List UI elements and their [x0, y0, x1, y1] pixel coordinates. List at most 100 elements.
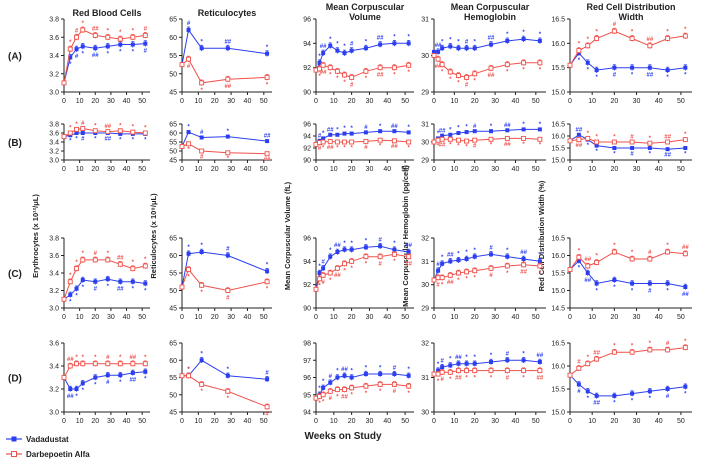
- significance-mark-vadadustat: *: [107, 284, 110, 290]
- significance-mark-vadadustat: *: [441, 255, 444, 261]
- significance-mark-darbepoetin-alfa: *: [539, 271, 542, 277]
- significance-mark-vadadustat: ##: [320, 44, 327, 50]
- point-darbepoetin-alfa: [179, 144, 185, 149]
- significance-mark-darbepoetin-alfa: ##: [576, 143, 583, 149]
- significance-mark-vadadustat: *: [379, 365, 382, 371]
- row-labels: (A) (B) (C) (D): [8, 52, 22, 385]
- significance-mark-vadadustat: *: [144, 288, 147, 294]
- point-darbepoetin-alfa: [363, 254, 369, 260]
- point-vadadustat: [456, 258, 461, 263]
- y-tick-label: 55: [169, 375, 177, 382]
- y-tick-label: 55: [169, 140, 177, 147]
- point-darbepoetin-alfa: [585, 361, 591, 367]
- significance-mark-darbepoetin-alfa: *: [379, 389, 382, 395]
- point-vadadustat: [683, 384, 688, 389]
- point-darbepoetin-alfa: [92, 361, 98, 367]
- point-darbepoetin-alfa: [611, 249, 617, 255]
- x-tick-label: 20: [211, 418, 219, 425]
- x-tick-label: 30: [633, 314, 641, 321]
- y-tick-label: 31: [421, 122, 429, 129]
- point-vadadustat: [440, 261, 445, 266]
- point-darbepoetin-alfa: [594, 139, 600, 145]
- point-vadadustat: [594, 68, 599, 73]
- x-tick-label: 40: [244, 166, 252, 173]
- x-tick-label: 40: [655, 166, 663, 173]
- point-vadadustat: [537, 359, 542, 364]
- point-vadadustat: [80, 278, 85, 282]
- significance-mark-vadadustat: ##: [341, 367, 348, 373]
- panel-b-red-blood-cells: 3.03.23.43.63.80 10 20 30 40 50* * # * ## * * *** # * #…: [49, 121, 150, 173]
- significance-mark-vadadustat: ##: [391, 124, 398, 130]
- significance-mark-vadadustat: *: [336, 42, 339, 48]
- point-vadadustat: [93, 279, 98, 284]
- significance-mark-vadadustat: #: [321, 260, 325, 266]
- significance-mark-vadadustat: *: [350, 126, 353, 132]
- point-darbepoetin-alfa: [342, 139, 347, 145]
- x-tick-label: 40: [655, 98, 663, 105]
- point-darbepoetin-alfa: [264, 151, 270, 157]
- point-darbepoetin-alfa: [80, 361, 86, 367]
- point-darbepoetin-alfa: [186, 56, 191, 62]
- significance-mark-darbepoetin-alfa: *: [474, 79, 477, 85]
- point-darbepoetin-alfa: [67, 279, 73, 285]
- x-tick-label: 20: [211, 314, 219, 321]
- significance-mark-darbepoetin-alfa: ##: [334, 273, 341, 279]
- point-darbepoetin-alfa: [504, 135, 510, 141]
- x-tick-label: 50: [138, 98, 146, 105]
- point-vadadustat: [630, 391, 635, 396]
- point-darbepoetin-alfa: [225, 388, 231, 394]
- x-tick-label: 10: [330, 418, 338, 425]
- point-vadadustat: [335, 375, 340, 380]
- point-vadadustat: [537, 127, 542, 132]
- significance-mark-darbepoetin-alfa: #: [329, 396, 333, 402]
- significance-mark-vadadustat: *: [82, 51, 85, 57]
- point-vadadustat: [265, 269, 270, 274]
- point-darbepoetin-alfa: [472, 71, 478, 77]
- point-darbepoetin-alfa: [80, 257, 86, 263]
- x-tick-label: 50: [532, 314, 540, 321]
- y-tick-label: 95: [303, 392, 311, 399]
- column-title-line: Red Blood Cells: [72, 8, 141, 18]
- point-vadadustat: [594, 281, 599, 286]
- point-darbepoetin-alfa: [225, 76, 231, 82]
- significance-mark-darbepoetin-alfa: *: [365, 261, 368, 267]
- significance-mark-darbepoetin-alfa: ##: [439, 143, 446, 149]
- point-darbepoetin-alfa: [342, 387, 347, 393]
- panel-c-red-blood-cells: 3.03.23.43.63.80 10 20 30 40 50*** # * ## * **** # *…: [49, 236, 150, 321]
- point-darbepoetin-alfa: [264, 279, 270, 285]
- significance-mark-vadadustat: *: [343, 126, 346, 132]
- x-tick-label: 0: [568, 418, 572, 425]
- significance-mark-vadadustat: *: [119, 137, 122, 143]
- x-tick-label: 40: [512, 314, 520, 321]
- significance-mark-darbepoetin-alfa: *: [407, 391, 410, 397]
- x-tick-label: 20: [610, 314, 618, 321]
- significance-mark-vadadustat: *: [322, 379, 325, 385]
- significance-mark-darbepoetin-alfa: #: [473, 144, 477, 150]
- significance-mark-vadadustat: ##: [647, 73, 654, 79]
- point-darbepoetin-alfa: [521, 60, 527, 66]
- point-darbepoetin-alfa: [431, 277, 437, 283]
- y-tick-label: 98: [303, 341, 311, 348]
- significance-mark-darbepoetin-alfa: ##: [67, 357, 74, 363]
- significance-mark-darbepoetin-alfa: *: [343, 80, 346, 86]
- y-tick-label: 65: [169, 236, 177, 243]
- y-tick-label: 3.4: [49, 364, 59, 371]
- point-vadadustat: [489, 42, 494, 47]
- column-title-line: Mean Corpuscular: [451, 2, 530, 12]
- significance-mark-darbepoetin-alfa: *: [649, 341, 652, 347]
- x-tick-label: 50: [532, 166, 540, 173]
- significance-mark-darbepoetin-alfa: #: [577, 360, 581, 366]
- significance-mark-vadadustat: *: [379, 124, 382, 130]
- significance-mark-darbepoetin-alfa: *: [82, 355, 85, 361]
- point-darbepoetin-alfa: [504, 263, 510, 269]
- significance-mark-vadadustat: *: [522, 351, 525, 357]
- significance-mark-darbepoetin-alfa: *: [578, 248, 581, 254]
- significance-mark-vadadustat: *: [474, 248, 477, 254]
- point-darbepoetin-alfa: [439, 136, 445, 142]
- x-tick-label: 40: [512, 418, 520, 425]
- point-vadadustat: [130, 42, 135, 47]
- significance-mark-darbepoetin-alfa: #: [106, 355, 110, 361]
